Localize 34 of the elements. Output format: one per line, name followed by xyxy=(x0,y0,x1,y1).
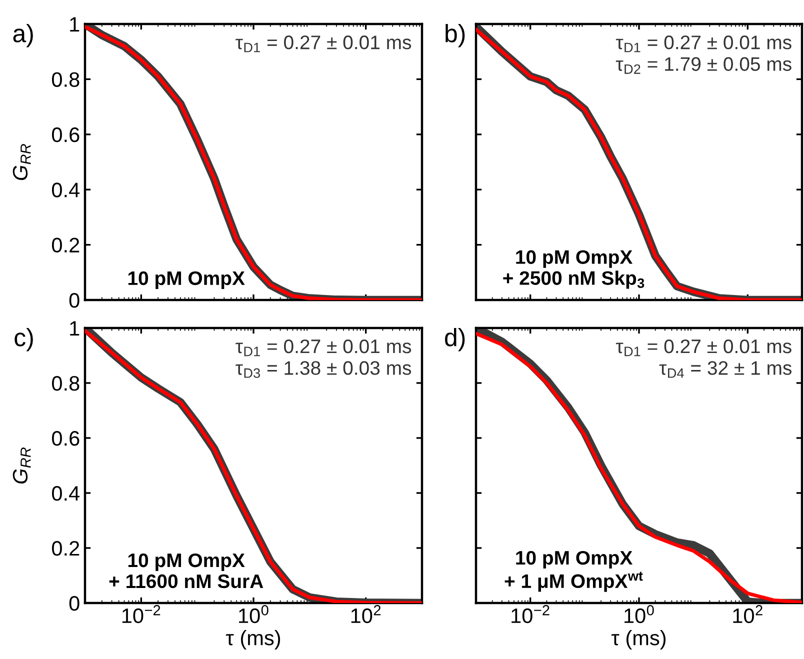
x-axis-title: τ (ms) xyxy=(226,630,280,650)
text: a) xyxy=(13,24,33,48)
y-tick-label: 0.6 xyxy=(52,431,80,446)
x-tick-label: 10$^{−2}$ xyxy=(122,605,160,624)
y-axis-title: G$_{RR}$ xyxy=(12,144,31,180)
x-tick-label: 10$^{−2}$ xyxy=(512,605,550,624)
y-tick-label: 1 xyxy=(70,17,80,32)
y-tick-label: 0 xyxy=(69,293,80,308)
annotation: τ$_{D1}$ = 0.27 ± 0.01 ms τ$_{D4}$ = 32 ± 1 ms xyxy=(616,339,792,378)
y-tick-label: 0.6 xyxy=(52,127,80,142)
x-axis-title: τ (ms) xyxy=(611,630,666,650)
text: τ$_{D1}$ = 0.27 ± 0.01 ms τ$_{D2}$ = 1.79 ± 0.05 ms xyxy=(616,36,792,74)
y-tick-label: 0.2 xyxy=(52,541,80,556)
y-tick-label: 0.4 xyxy=(52,182,80,198)
annotation: 10 pM OmpX xyxy=(128,271,245,289)
y-tick-label: 0.2 xyxy=(52,238,80,253)
text: c) xyxy=(14,328,33,352)
y-tick-label: 0.4 xyxy=(52,486,80,501)
y-tick-label: 0.8 xyxy=(52,72,80,87)
x-tick-label: 10$^{0}$ xyxy=(624,605,654,624)
text: d) xyxy=(445,328,465,352)
x-tick-label: 10$^{2}$ xyxy=(733,605,762,624)
text: τ$_{D1}$ = 0.27 ± 0.01 ms τ$_{D3}$ = 1.38 ± 0.03 ms xyxy=(236,339,412,378)
y-tick-label: 1 xyxy=(70,321,80,336)
y-tick-label: 0 xyxy=(69,596,80,611)
annotation: 10 pM OmpX + 11600 nM SurA xyxy=(109,553,264,588)
x-tick-label: 10$^{0}$ xyxy=(239,605,268,624)
y-axis-title: G$_{RR}$ xyxy=(12,448,31,484)
x-tick-label: 10$^{2}$ xyxy=(351,605,381,624)
text: b) xyxy=(446,24,465,48)
annotation: 10 pM OmpX + 2500 nM Skp$_{3}$ xyxy=(503,250,644,289)
annotation: 10 pM OmpX + 1 μM OmpX$^{wt}$ xyxy=(504,550,643,592)
annotation: τ$_{D1}$ = 0.27 ± 0.01 ms xyxy=(236,36,412,52)
y-tick-label: 0.8 xyxy=(52,376,80,391)
